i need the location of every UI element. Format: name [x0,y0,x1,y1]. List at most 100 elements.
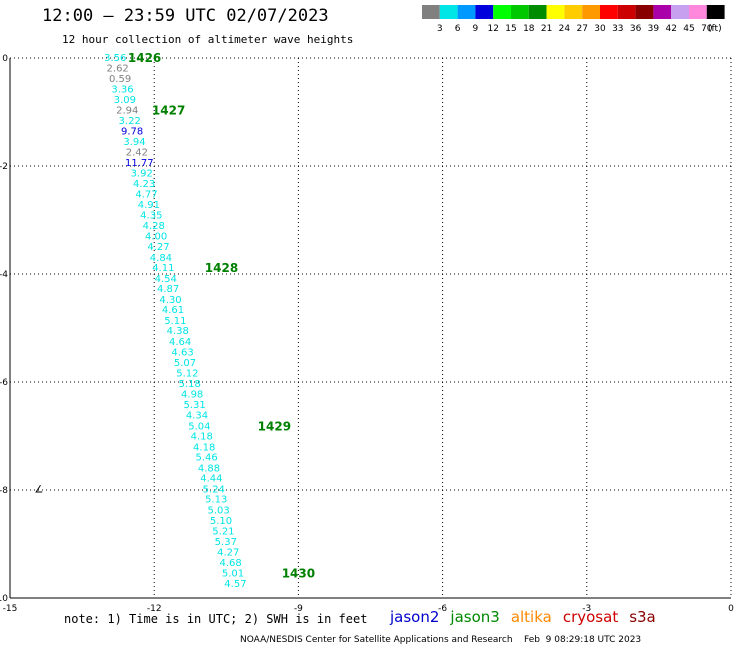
y-tick-label: -8 [0,486,8,496]
legend-swatch [528,5,547,19]
wave-height-point: 4.91 [138,200,160,211]
wave-height-point: 5.13 [205,495,227,506]
legend-tick-label: 70 [701,24,713,34]
legend-swatch [582,5,600,19]
legend-tick-label: 12 [487,24,498,34]
wave-height-point: 4.57 [224,579,246,590]
legend-tick-label: 9 [473,24,479,34]
y-tick-label: -4 [0,270,8,280]
wave-height-point: 5.21 [212,527,234,538]
x-tick-label: -3 [582,604,591,614]
satellite-label: jason3 [450,608,500,626]
note-text: note: 1) Time is in UTC; 2) SWH is in fe… [64,612,368,626]
y-tick-label: -6 [0,378,8,388]
legend-swatch [546,5,565,19]
wave-height-point: 4.18 [193,442,215,453]
legend-tick-label: 42 [665,24,676,34]
wave-height-point: 5.03 [207,506,229,517]
wave-height-point: 5.10 [210,516,232,527]
wave-height-point: 5.11 [164,316,186,327]
wave-height-point: 4.88 [198,463,220,474]
legend-swatch [600,5,618,19]
wave-height-point: 4.87 [157,284,179,295]
wave-height-point: 4.84 [150,253,172,264]
satellite-label: altika [510,608,552,626]
legend-swatch [564,5,583,19]
satellite-label: cryosat [562,608,619,626]
chart-title: 12:00 — 23:59 UTC 02/07/2023 [42,6,329,26]
wave-height-point: 3.36 [111,84,133,95]
legend-swatch [475,5,494,19]
wave-height-point: 4.38 [167,326,189,337]
wave-height-point: 2.42 [126,148,148,159]
legend-tick-label: 39 [648,24,660,34]
legend-swatch [422,5,440,19]
wave-height-point: 4.68 [219,558,241,569]
wave-height-point: 3.22 [119,116,141,127]
wave-height-point: 4.27 [217,548,239,559]
wave-height-point: 11.77 [125,158,154,169]
wave-height-point: 5.24 [203,484,225,495]
wave-height-point: 4.11 [152,263,174,274]
legend-tick-label: 30 [594,24,606,34]
x-tick-label: -9 [294,604,303,614]
wave-height-point: 4.30 [159,295,181,306]
wave-height-point: 4.63 [171,347,193,358]
wave-height-point: 5.12 [176,368,198,379]
wave-height-point: 4.23 [133,179,155,190]
legend-swatch [511,5,529,19]
legend-tick-label: 3 [437,24,443,34]
wave-height-point: 5.46 [195,453,217,464]
legend-swatch [706,5,725,19]
wave-height-point: 5.31 [183,400,205,411]
wave-height-point: 5.04 [188,421,210,432]
mark-point: ∠ [34,484,43,495]
wave-height-point: 4.61 [162,305,184,316]
legend-swatch [457,5,476,19]
legend-swatch [493,5,511,19]
legend-swatch [653,5,672,19]
time-label: 1430 [282,567,315,581]
wave-height-point: 4.54 [155,274,177,285]
time-label: 1428 [205,261,238,275]
wave-height-point: 4.77 [135,190,157,201]
satellite-label: jason2 [390,608,440,626]
x-tick-label: -6 [438,604,447,614]
wave-height-point: 3.56 [104,53,126,64]
y-tick-label: 0 [2,54,8,64]
wave-height-point: 4.27 [147,242,169,253]
wave-height-point: 0.59 [109,74,131,85]
wave-height-point: 4.98 [181,389,203,400]
wave-height-point: 3.94 [123,137,145,148]
wave-height-point: 4.35 [140,211,162,222]
legend-tick-label: 15 [505,24,516,34]
legend-tick-label: 6 [455,24,461,34]
wave-height-point: 4.28 [143,221,165,232]
wave-height-point: 9.78 [121,126,143,137]
legend-tick-label: 36 [630,24,642,34]
footer-credit: NOAA/NESDIS Center for Satellite Applica… [240,635,642,645]
x-tick-label: -12 [147,604,162,614]
wave-height-point: 4.34 [186,410,208,421]
legend-swatch [671,5,689,19]
legend-tick-label: 27 [576,24,587,34]
legend-unit: (ft) [708,24,722,34]
legend-tick-label: 24 [559,24,571,34]
wave-height-point: 4.00 [145,232,167,243]
wave-height-point: 5.01 [222,569,244,580]
wave-height-point: 2.94 [116,105,138,116]
legend-tick-label: 18 [523,24,535,34]
wave-height-point: 3.09 [114,95,136,106]
legend-tick-label: 21 [541,24,552,34]
legend-tick-label: 45 [683,24,694,34]
y-tick-label: -10 [0,594,8,604]
time-label: 1429 [258,419,291,433]
legend-swatch [439,5,458,19]
legend-swatch [635,5,654,19]
wave-height-point: 4.44 [200,474,222,485]
wave-height-point: 3.92 [131,169,153,180]
wave-height-point: 2.62 [107,63,129,74]
x-tick-label: -15 [3,604,18,614]
wave-height-point: 5.07 [174,358,196,369]
